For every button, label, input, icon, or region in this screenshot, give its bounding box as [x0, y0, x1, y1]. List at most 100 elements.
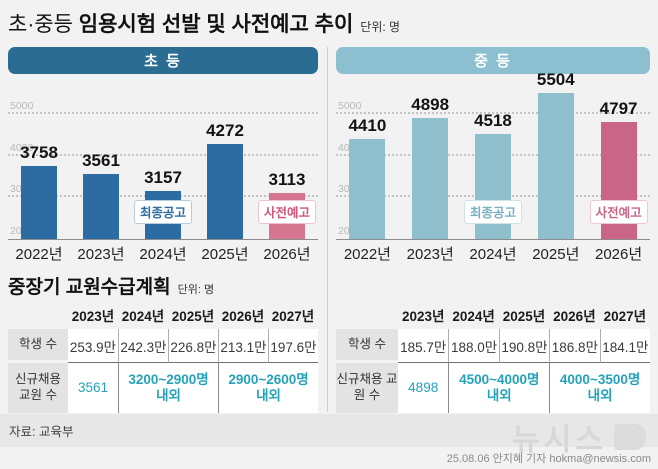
year-header-cell: 2023년: [401, 309, 445, 324]
x-axis-label: 2023년: [77, 246, 125, 263]
bar-value-label: 5504: [536, 70, 575, 89]
panel-divider: [327, 47, 328, 412]
y-tick-label: 5000: [10, 100, 34, 112]
bar-value-label: 3157: [144, 167, 182, 187]
grid-line: [8, 112, 318, 114]
student-count-cell: 253.9만: [68, 329, 118, 363]
x-axis-label: 2024년: [469, 246, 517, 263]
bar-value-label: 3113: [268, 169, 306, 189]
student-count-cell: 185.7만: [398, 329, 449, 363]
x-axis-label: 2022년: [343, 246, 391, 263]
recruit-count-cell: 2900~2600명 내외: [218, 363, 318, 413]
student-count-cell: 213.1만: [218, 329, 268, 363]
row-label-cell: 신규채용 교원 수: [336, 363, 398, 413]
newsis-logo-text: 뉴시스: [512, 424, 607, 457]
recruit-count-cell: 4898: [398, 363, 449, 413]
recruit-count-cell: 4500~4000명 내외: [448, 363, 550, 413]
x-axis-label: 2023년: [406, 246, 454, 263]
bar-value-label: 3561: [82, 150, 120, 170]
advance-notice-badge: 사전예고: [257, 200, 317, 224]
final-announcement-badge: 최종공고: [463, 200, 523, 224]
footer-band: 자료: 교육부 뉴시스: [0, 414, 658, 457]
bar-value-label: 3758: [20, 142, 58, 162]
bar-slot: 5504: [524, 70, 587, 239]
x-axis-label: 2026년: [595, 246, 643, 263]
plan-unit-label: 단위: 명: [177, 284, 215, 296]
bar-slot: 4898: [399, 89, 462, 239]
student-count-cell: 242.3만: [118, 329, 168, 363]
year-header-cell: 2023년: [71, 309, 115, 324]
unit-label: 단위: 명: [360, 20, 401, 34]
bar-value-label: 4898: [411, 95, 450, 115]
chart-elementary: 500040003000200037583561315742723113최종공고…: [8, 89, 318, 240]
advance-notice-badge: 사전예고: [589, 200, 648, 224]
student-count-cell: 184.1만: [599, 329, 650, 363]
recruit-count-cell: 4000~3500명 내외: [549, 363, 650, 413]
chart-header-secondary: 중 등: [336, 47, 650, 74]
secondary-panel: 중 등 500040003000200044104898451855044797…: [336, 47, 650, 264]
bar: [21, 165, 57, 239]
y-tick-label: 4000: [10, 141, 34, 154]
bar: [349, 138, 386, 239]
table-corner: [336, 303, 398, 329]
x-axis-label: 2026년: [263, 246, 311, 263]
plan-title-row: 중장기 교원수급계획 단위: 명: [8, 272, 214, 299]
recruit-count-cell: 3200~2900명 내외: [118, 363, 218, 413]
year-header-cell: 2026년: [553, 309, 596, 324]
row-label: 신규채용 교원 수: [8, 363, 68, 413]
elementary-panel: 초 등 500040003000200037583561315742723113…: [8, 47, 318, 264]
x-axis-label: 2022년: [15, 246, 63, 263]
bar-slot: 3561: [70, 89, 132, 239]
bar-value-label: 4272: [206, 121, 244, 141]
row-label: 신규채용 교원 수: [336, 363, 398, 413]
student-count-cell: 186.8만: [549, 329, 600, 363]
bar: [537, 93, 574, 239]
title-main: 임용시험 선발 및 사전예고 추이: [78, 13, 354, 36]
recruit-count-cell: 3561: [68, 363, 118, 413]
bar-slot: 4272: [194, 89, 256, 239]
bar-value-label: 4797: [599, 99, 638, 119]
row-label: 학생 수: [8, 329, 68, 360]
row-label-cell: 학생 수: [336, 329, 398, 363]
year-header-cell: 2026년: [221, 309, 265, 324]
newsis-watermark: 뉴시스: [512, 415, 646, 459]
title-prefix: 초·중등: [8, 13, 79, 36]
student-count-cell: 226.8만: [168, 329, 218, 363]
year-header-cell: 2027년: [271, 309, 315, 324]
grid-line: [336, 112, 650, 114]
bar: [83, 173, 119, 239]
bar-value-label: 4410: [348, 115, 387, 135]
year-header-cell: 2024년: [121, 309, 165, 324]
bar: [207, 144, 243, 239]
year-header-cell: 2024년: [452, 309, 495, 324]
student-count-cell: 190.8만: [498, 329, 550, 363]
row-label-cell: 신규채용 교원 수: [8, 363, 68, 413]
chart-header-elementary: 초 등: [8, 47, 318, 74]
student-count-cell: 197.6만: [268, 329, 318, 363]
student-count-cell: 188.0만: [448, 329, 499, 363]
row-label-cell: 학생 수: [8, 329, 68, 363]
grid-line: [8, 153, 318, 156]
plan-title: 중장기 교원수급계획: [8, 277, 171, 298]
y-tick-label: 5000: [338, 100, 362, 112]
year-header-cell: 2027년: [603, 309, 647, 324]
bar-value-label: 4518: [474, 111, 512, 131]
x-axis-labels-elementary: 2022년 2023년 2024년 2025년 2026년: [8, 243, 318, 264]
bar: [412, 118, 449, 239]
newsis-logo-mark: [614, 424, 646, 450]
year-header-cell: 2025년: [502, 309, 546, 324]
bar-slot: 3758: [8, 89, 70, 239]
x-axis-label: 2024년: [139, 246, 187, 263]
x-axis-label: 2025년: [201, 246, 249, 263]
final-announcement-badge: 최종공고: [133, 200, 193, 224]
page-title: 초·중등 임용시험 선발 및 사전예고 추이 단위: 명: [8, 8, 400, 38]
bar-slot: 4410: [336, 89, 399, 239]
year-header-cell: 2025년: [171, 309, 215, 324]
x-axis-label: 2025년: [532, 246, 580, 263]
x-axis-labels-secondary: 2022년 2023년 2024년 2025년 2026년: [336, 243, 650, 264]
chart-secondary: 500040003000200044104898451855044797최종공고…: [336, 70, 650, 240]
row-label: 학생 수: [336, 329, 398, 360]
credit-line: 25.08.06 안지혜 기자 hokma@newsis.com: [446, 453, 651, 465]
